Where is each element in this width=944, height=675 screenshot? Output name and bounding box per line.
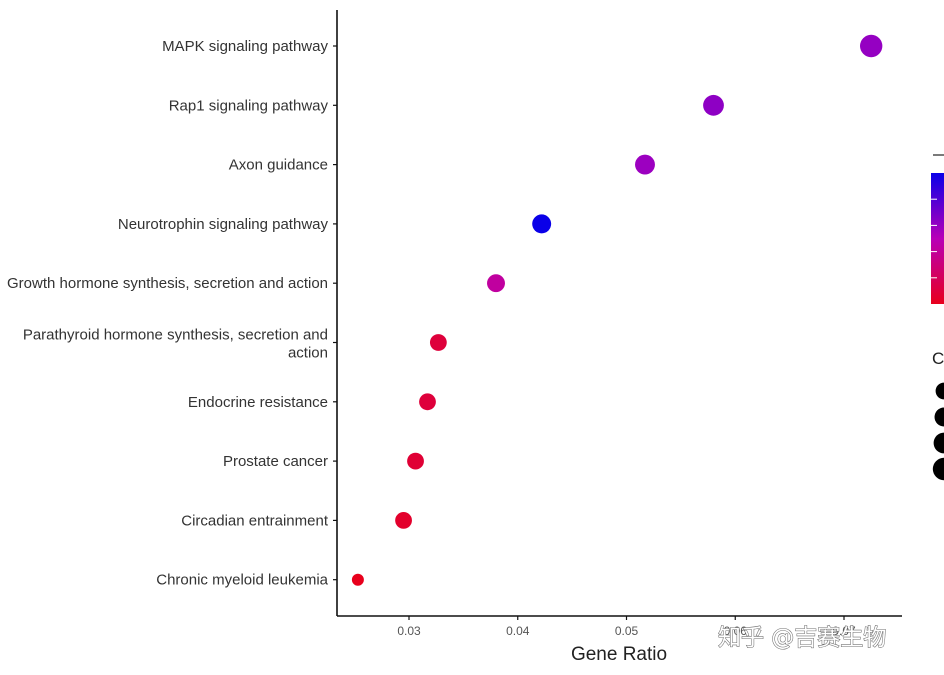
- data-point: [635, 154, 655, 175]
- y-tick-label: Growth hormone synthesis, secretion and …: [7, 275, 328, 292]
- y-tick-label: Parathyroid hormone synthesis, secretion…: [23, 327, 328, 362]
- legend-area: C: [931, 154, 944, 481]
- y-tick-label: Circadian entrainment: [181, 512, 329, 529]
- data-point: [532, 214, 552, 234]
- data-point: [419, 393, 436, 411]
- color-legend-bar: [931, 173, 944, 304]
- x-tick-label: 0.04: [506, 624, 530, 638]
- size-legend-dot: [932, 457, 944, 481]
- data-point: [487, 274, 505, 293]
- plot-area: MAPK signaling pathway Rap1 signaling pat…: [7, 10, 902, 665]
- data-point: [429, 334, 447, 351]
- y-tick-label: Chronic myeloid leukemia: [156, 572, 328, 589]
- y-tick-label: Axon guidance: [229, 157, 328, 174]
- data-point: [407, 452, 424, 470]
- data-point: [859, 34, 883, 58]
- y-tick-label: Neurotrophin signaling pathway: [118, 216, 329, 233]
- size-legend-dot: [933, 432, 944, 454]
- y-tick-label: MAPK signaling pathway: [162, 38, 328, 55]
- x-tick-label: 0.05: [615, 624, 639, 638]
- x-tick-label: 0.03: [397, 624, 421, 638]
- watermark-text: 知乎 @吉赛生物: [718, 625, 886, 651]
- y-tick-label: Rap1 signaling pathway: [169, 97, 329, 114]
- data-point: [395, 512, 412, 529]
- size-legend-dot: [934, 407, 944, 427]
- data-point: [351, 573, 364, 586]
- x-axis-title: Gene Ratio: [571, 644, 667, 665]
- size-legend-dot: [935, 382, 944, 400]
- size-legend-title: C: [932, 349, 944, 368]
- y-tick-label: Prostate cancer: [223, 453, 328, 470]
- x-tick-label: 0.07: [832, 624, 856, 638]
- y-tick-label: Endocrine resistance: [188, 394, 328, 411]
- data-point: [703, 94, 724, 116]
- x-tick-label: 0.06: [724, 624, 748, 638]
